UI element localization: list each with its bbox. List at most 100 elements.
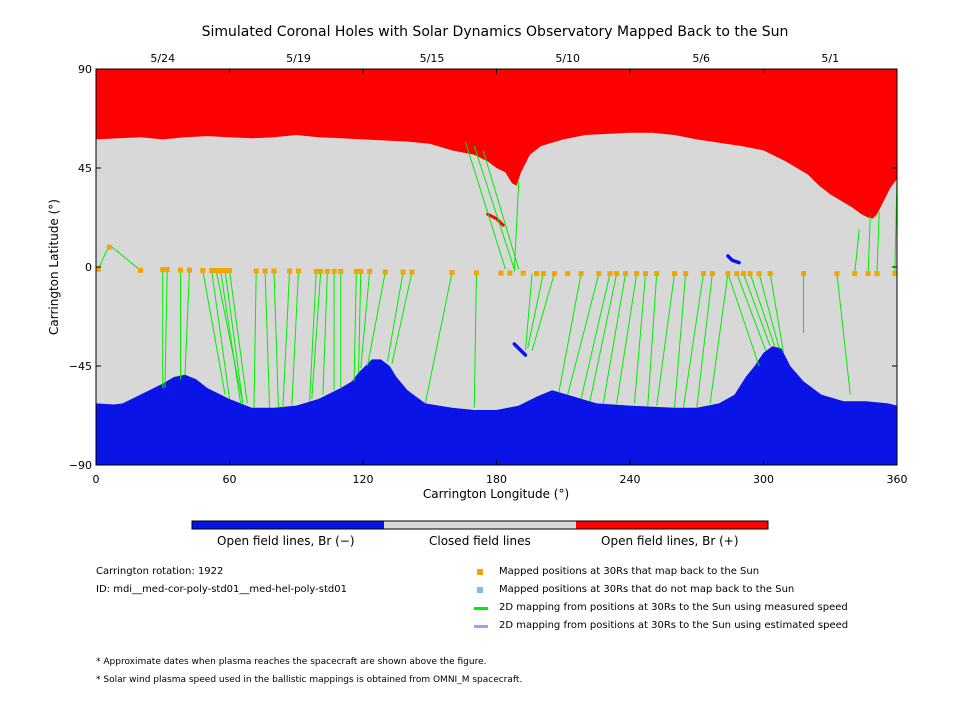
square-marker-icon	[477, 569, 483, 575]
colorbar-closed	[384, 521, 576, 529]
mapped-point	[507, 270, 513, 276]
mapped-point	[654, 271, 660, 277]
mapping-line	[464, 141, 506, 270]
mapping-line	[473, 272, 477, 408]
mapped-point	[623, 271, 629, 277]
mapping-line	[674, 273, 687, 408]
mapped-point	[634, 271, 640, 277]
mapped-point	[565, 271, 571, 277]
negative-open-field-patch	[512, 342, 528, 357]
date-tick-label: 5/15	[420, 52, 445, 65]
mapping-line	[527, 273, 544, 349]
mapped-point	[262, 268, 268, 274]
mapped-point	[227, 268, 232, 274]
mapping-line	[749, 273, 776, 347]
colorbar-frame	[191, 520, 769, 530]
date-tick-label: 5/10	[555, 52, 580, 65]
mapping-line	[309, 271, 317, 402]
x-tick-label: 60	[223, 473, 237, 486]
mapped-point	[106, 244, 112, 250]
mapped-point	[353, 268, 359, 274]
colorbar-label-negative: Open field lines, Br (−)	[217, 534, 355, 548]
mapped-point	[740, 271, 746, 277]
mapping-line	[273, 270, 279, 408]
mapped-point	[700, 271, 706, 277]
mapping-line	[524, 273, 533, 351]
mapping-line	[836, 273, 851, 395]
mapped-point	[892, 271, 897, 277]
legend-label: Mapped positions at 30Rs that do not map…	[499, 584, 795, 595]
mapped-point	[331, 268, 337, 274]
mapping-line	[391, 271, 413, 364]
line-marker-icon	[474, 625, 488, 628]
mapped-point	[614, 271, 620, 277]
y-tick-label: 0	[85, 261, 92, 274]
mapped-point	[287, 268, 293, 274]
x-tick-label: 300	[753, 473, 774, 486]
mapped-point	[709, 271, 715, 277]
mapped-point	[578, 271, 584, 277]
mapping-line	[291, 270, 299, 406]
mapping-line	[253, 270, 257, 408]
mapping-line	[353, 271, 357, 382]
mapped-point	[683, 271, 689, 277]
mapping-line	[229, 270, 248, 404]
mapping-line	[164, 269, 168, 389]
mapping-line	[531, 273, 555, 351]
x-tick-label: 180	[486, 473, 507, 486]
mapping-line	[867, 216, 871, 274]
mapped-point	[756, 271, 762, 277]
colorbar-positive	[576, 521, 768, 529]
x-tick-label: 0	[93, 473, 100, 486]
mapping-line	[656, 273, 675, 406]
mapping-line	[567, 273, 600, 395]
mapping-line	[696, 273, 713, 408]
mapping-line	[616, 273, 638, 404]
negative-open-field-region	[96, 346, 897, 465]
mapping-line	[743, 273, 771, 347]
mapping-line	[386, 271, 404, 362]
mapped-point	[313, 268, 319, 274]
mapping-line	[580, 273, 611, 400]
mapped-point	[540, 271, 546, 277]
x-tick-label: 120	[353, 473, 374, 486]
mapped-point	[186, 267, 192, 273]
mapped-point	[382, 269, 388, 275]
mapping-line	[709, 273, 729, 404]
mapped-point	[96, 266, 101, 272]
mapped-point	[725, 271, 731, 277]
carrington-rotation-text: Carrington rotation: 1922	[96, 566, 224, 577]
mapped-point	[213, 268, 219, 274]
mapping-line	[360, 271, 371, 369]
mapped-point	[295, 268, 301, 274]
mapping-line	[769, 273, 785, 353]
mapped-point	[338, 268, 344, 274]
colorbar-label-positive: Open field lines, Br (+)	[601, 534, 739, 548]
legend-label: 2D mapping from positions at 30Rs to the…	[499, 602, 848, 613]
mapping-line	[215, 270, 244, 404]
mapping-line	[264, 270, 271, 408]
note-speed-source: * Solar wind plasma speed used in the ba…	[96, 675, 523, 685]
mapped-point	[164, 267, 170, 273]
mapping-line	[602, 273, 627, 404]
legend-label: 2D mapping from positions at 30Rs to the…	[499, 620, 849, 631]
mapped-point	[138, 267, 143, 273]
y-axis-label: Carrington Latitude (°)	[47, 199, 61, 335]
colorbar-label-closed: Closed field lines	[429, 534, 531, 548]
mapping-line	[366, 271, 386, 367]
date-tick-label: 5/6	[692, 52, 710, 65]
mapping-line	[211, 270, 230, 400]
y-tick-label: −90	[69, 459, 92, 472]
square-marker-icon	[477, 587, 483, 593]
mapped-point	[672, 271, 677, 277]
mapping-line	[758, 273, 780, 349]
chart-title: Simulated Coronal Holes with Solar Dynam…	[202, 24, 789, 40]
mapped-point	[834, 271, 840, 277]
mapped-point	[400, 269, 406, 275]
line-marker-icon	[474, 607, 488, 610]
mapped-point	[178, 267, 184, 273]
mapped-point	[852, 271, 858, 277]
mapping-line	[473, 145, 515, 270]
mapping-line	[109, 244, 141, 271]
mapping-line	[322, 271, 328, 395]
